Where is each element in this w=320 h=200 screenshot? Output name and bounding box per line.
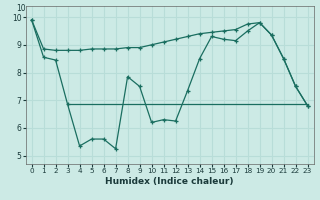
X-axis label: Humidex (Indice chaleur): Humidex (Indice chaleur)	[105, 177, 234, 186]
Text: 10: 10	[16, 4, 26, 13]
